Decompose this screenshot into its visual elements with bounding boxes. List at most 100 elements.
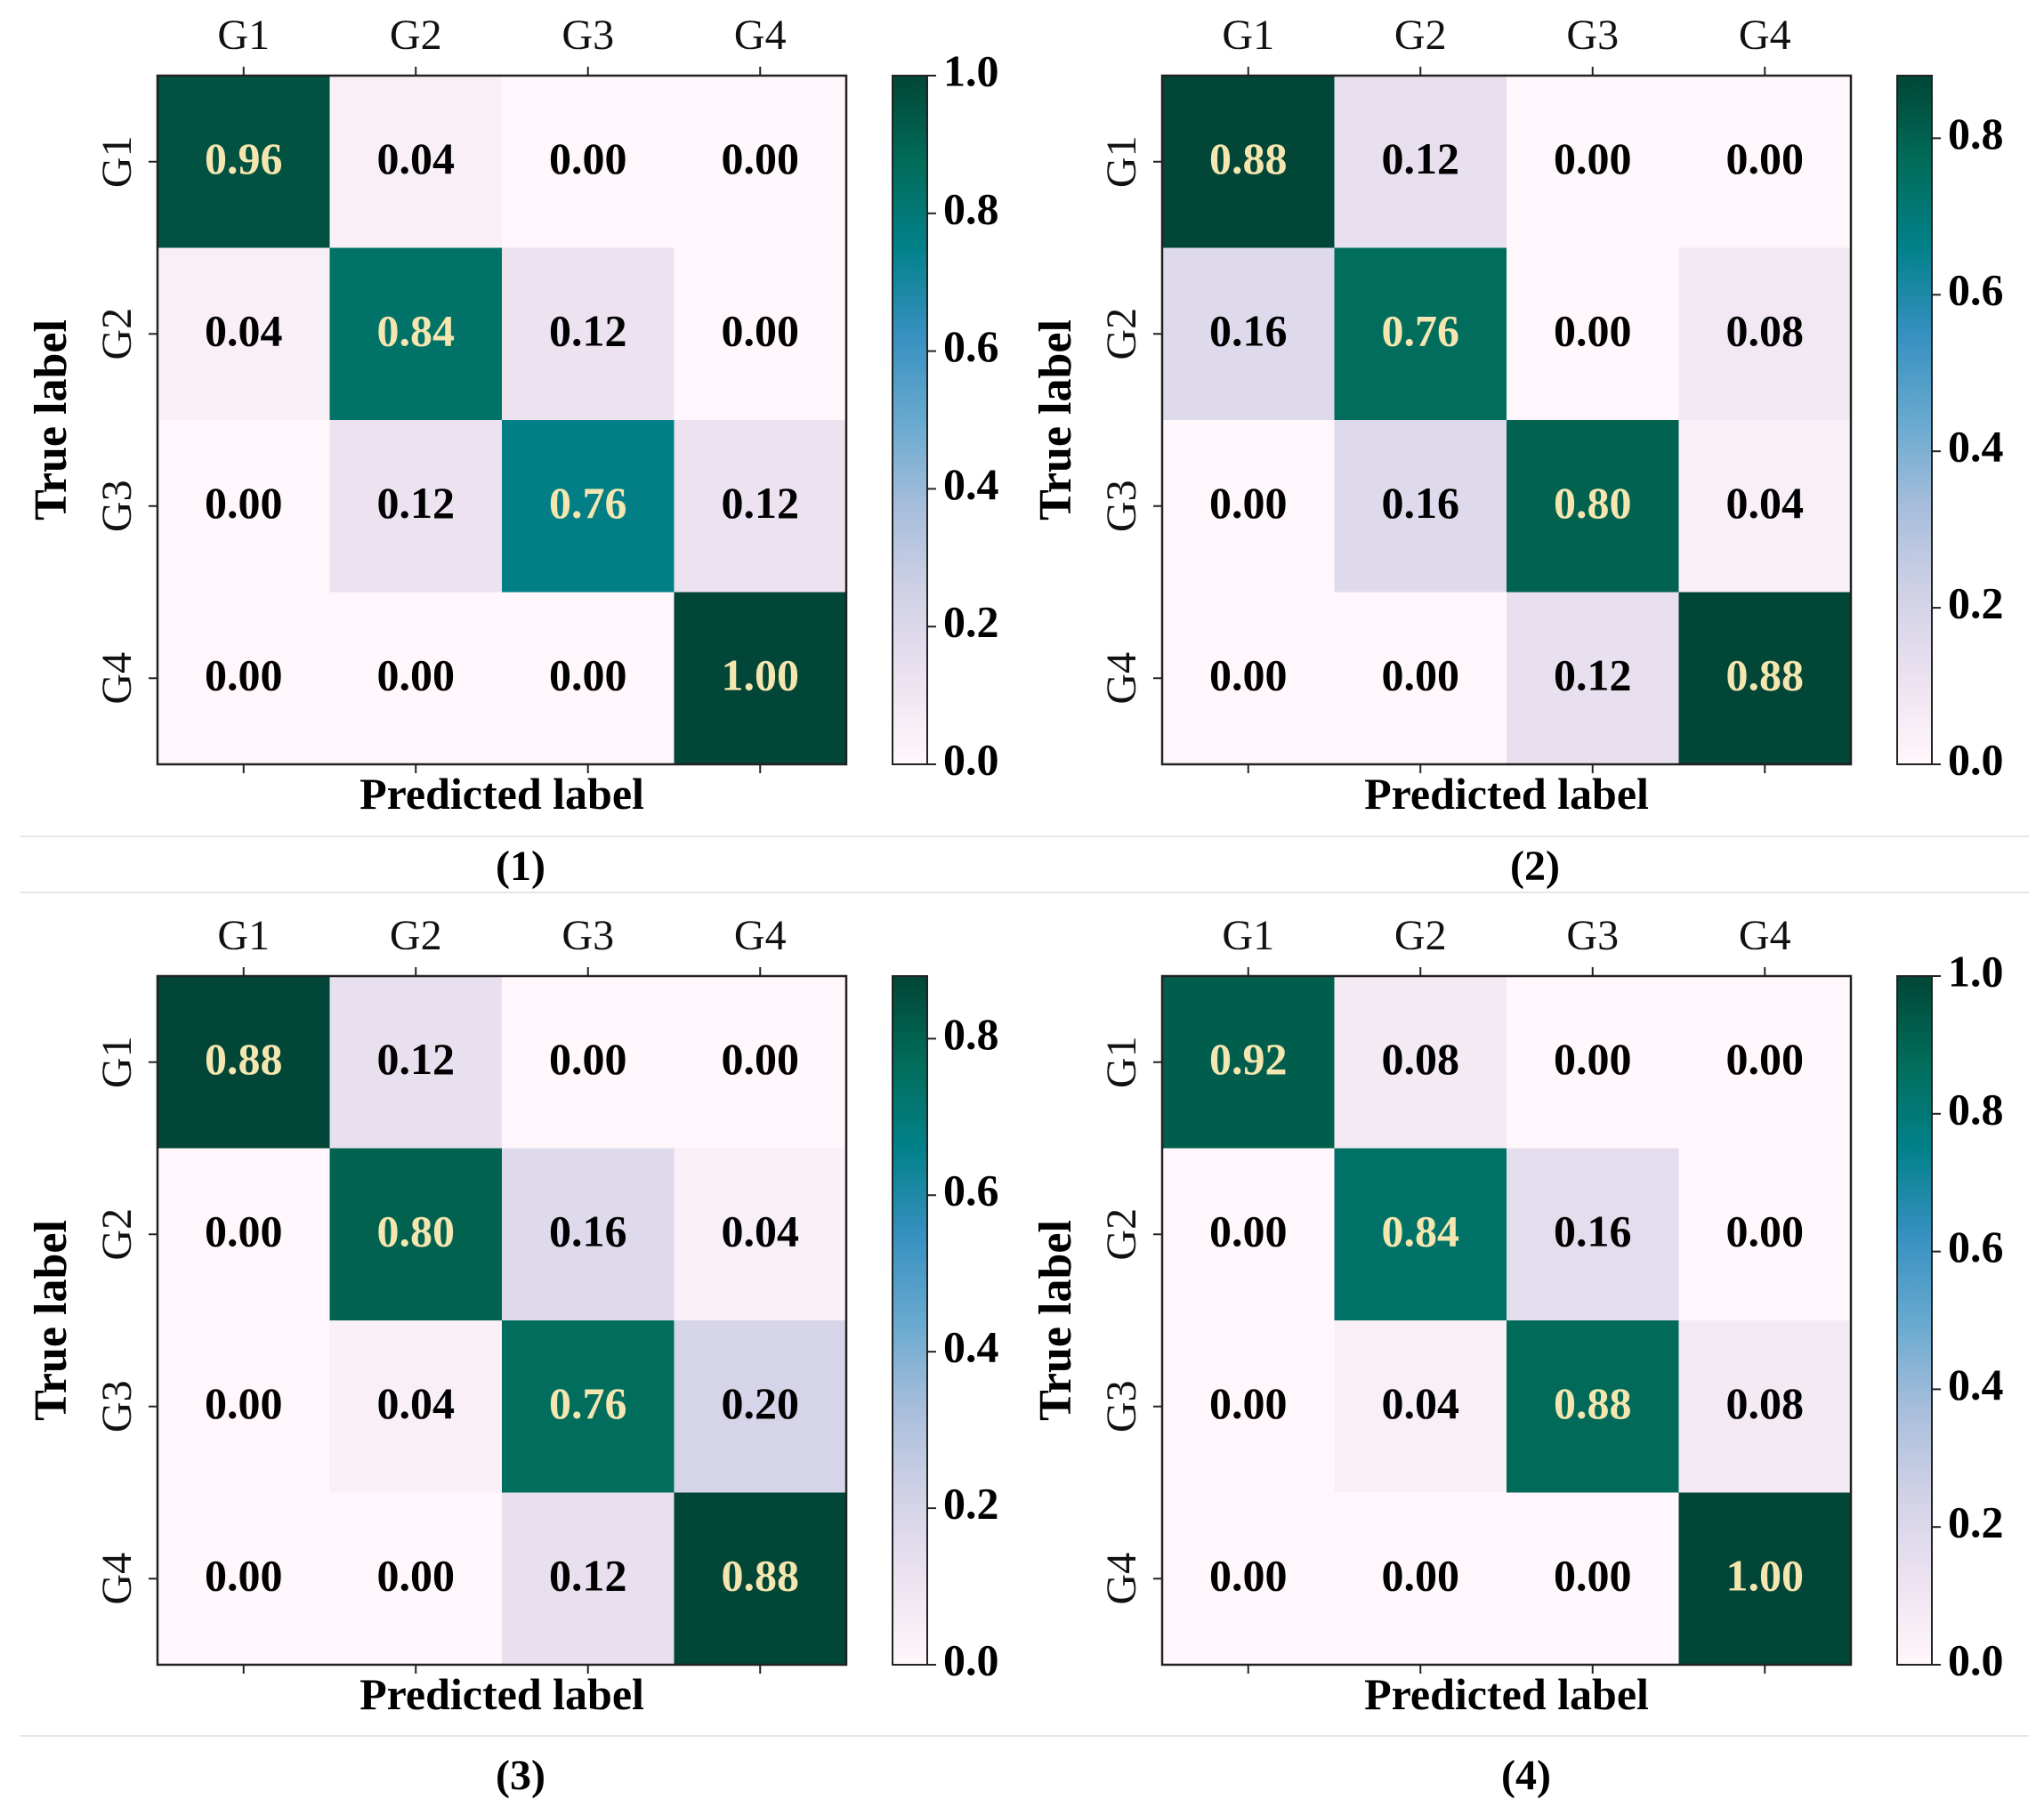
y-tick-label: G2 [1098,308,1145,360]
heatmap-cell [1678,420,1852,593]
x-tick-label: G2 [1394,912,1447,959]
heatmap-cell [674,976,847,1150]
colorbar: 0.0 0.2 0.4 0.6 0.8 1.0 [892,45,999,784]
colorbar-tick-label: 0.4 [1948,1360,2004,1409]
heatmap-cell [1507,592,1680,765]
colorbar-tick-label: 0.6 [943,1166,999,1215]
colorbar-tick-label: 0.8 [1948,1084,2004,1134]
cell-value-label: 0.12 [722,478,800,528]
cell-value-label: 0.00 [1726,133,1805,183]
heatmap-cell [158,592,331,765]
heatmap-cell [329,1320,503,1494]
cell-value-label: 0.00 [1209,1378,1288,1428]
cell-value-label: 0.04 [1382,1378,1460,1428]
heatmap-cell [674,1320,847,1494]
matrix-frame [156,74,848,766]
x-tick-label: G2 [390,912,442,959]
cell-value-label: 0.00 [1554,1551,1632,1601]
cell-value-label: 0.00 [1554,306,1632,356]
heatmap-cell [1334,76,1507,249]
cell-value-label: 0.04 [377,133,456,183]
cell-value-label: 0.88 [1209,133,1288,183]
cell-value-label: 0.12 [1382,133,1460,183]
heatmap-cell [1678,592,1852,765]
colorbar-tick-label: 0.6 [1948,1222,2004,1271]
cell-value-label: 0.80 [377,1207,456,1256]
panel-separators [20,835,2029,1737]
cell-value-label: 0.16 [1554,1207,1632,1256]
cell-value-label: 0.08 [1726,306,1805,356]
heatmap-cell [1507,1320,1680,1494]
cell-value-label: 0.04 [1726,478,1805,528]
cell-value-label: 0.00 [205,478,283,528]
panel-caption: (2) [1510,843,1560,890]
x-tick-label: G4 [734,912,787,959]
cell-value-label: 0.04 [205,306,283,356]
cell-value-label: 0.96 [205,133,283,183]
cell-value-label: 0.00 [1382,1551,1460,1601]
cell-value-label: 0.12 [377,478,456,528]
cell-value-label: 0.16 [1382,478,1460,528]
heatmap-cell [158,976,331,1150]
colorbar-gradient [1896,975,1933,1666]
heatmap-cell [1507,976,1680,1150]
x-tick-label: G2 [1394,12,1447,59]
heatmap-cell [158,1320,331,1494]
colorbar-tick-label: 0.4 [943,1322,999,1372]
heatmap-cell [674,1492,847,1666]
cell-value-label: 0.88 [205,1034,283,1084]
x-tick-label: G1 [217,12,270,59]
heatmap-cell [1162,1148,1336,1321]
cell-value-label: 0.88 [1726,650,1805,700]
cell-value-label: 0.08 [1726,1378,1805,1428]
heatmap-cell [1507,1492,1680,1666]
heatmap-cell [1334,247,1507,421]
colorbar-tick-label: 0.2 [1948,1497,2004,1547]
cell-value-label: 0.16 [549,1207,627,1256]
cell-value-label: 0.12 [549,1551,627,1601]
colorbar-tick-label: 0.8 [943,183,999,233]
colorbar-tick-label: 0.6 [943,321,999,371]
cell-value-label: 0.04 [377,1378,456,1428]
y-tick-label: G4 [93,1553,141,1605]
cell-value-label: 0.08 [1382,1034,1460,1084]
colorbar-tick-label: 0.0 [1948,1634,2004,1684]
x-tick-label: G3 [561,12,614,59]
heatmap-cell [674,1148,847,1321]
x-tick-label: G1 [217,912,270,959]
cell-value-label: 0.00 [377,1551,456,1601]
cell-value-label: 0.00 [1554,1034,1632,1084]
y-tick-label: G3 [1098,480,1145,532]
colorbar-tick-label: 0.6 [1948,265,2004,315]
y-axis-label: True label [26,319,77,521]
cell-value-label: 1.00 [722,650,800,700]
y-tick-label: G3 [93,480,141,532]
cell-value-label: 0.00 [1209,650,1288,700]
cell-value-label: 0.12 [1554,650,1632,700]
y-tick-label: G1 [1098,1036,1145,1088]
cell-value-label: 0.00 [549,133,627,183]
heatmap-cell [674,76,847,249]
panel-caption: (4) [1501,1752,1551,1799]
panel-caption: (3) [496,1752,545,1799]
x-axis-label: Predicted label [360,1669,644,1719]
heatmap-cell [502,1320,675,1494]
heatmap-cell [158,76,331,249]
heatmap-cell [1678,247,1852,421]
heatmap-cell [674,592,847,765]
heatmap-cell [1678,76,1852,249]
colorbar-tick-label: 0.4 [1948,422,2004,472]
colorbar-gradient [892,75,928,765]
cell-value-label: 0.00 [1554,133,1632,183]
y-tick-label: G3 [93,1380,141,1433]
heatmap-cell [674,247,847,421]
cell-value-label: 0.00 [205,650,283,700]
y-tick-label: G2 [1098,1208,1145,1261]
heatmap-cell [329,420,503,593]
cell-value-label: 0.12 [549,306,627,356]
heatmap-cell [1507,420,1680,593]
cell-value-label: 0.12 [377,1034,456,1084]
x-tick-label: G3 [561,912,614,959]
colorbar-tick-label: 0.0 [943,734,999,784]
